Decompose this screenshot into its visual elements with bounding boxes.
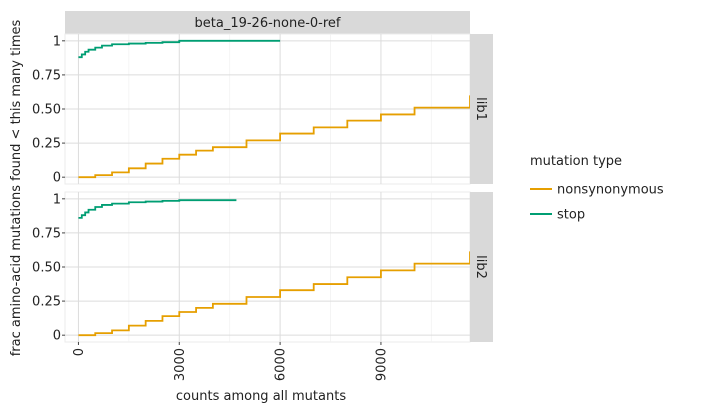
panel-lib1: 0 0.25 0.50 0.75 1 lib1 xyxy=(32,33,493,186)
legend-label-stop: stop xyxy=(557,208,585,223)
series-line-stop xyxy=(78,199,237,219)
y-tick-label: 1 xyxy=(53,34,61,49)
row-strip-label: lib2 xyxy=(473,255,488,279)
series-line-stop xyxy=(78,39,281,59)
x-tick-label: 6000 xyxy=(274,348,289,381)
x-tick-label: 3000 xyxy=(173,348,188,381)
y-tick-label: 0.75 xyxy=(32,226,61,241)
y-tick-label: 0.25 xyxy=(32,137,61,152)
x-tick-label: 0 xyxy=(72,348,87,356)
x-tick-label: 9000 xyxy=(374,348,389,381)
legend: mutation type nonsynonymous stop xyxy=(530,154,664,223)
y-tick-label: 0 xyxy=(53,329,61,344)
y-tick-label: 0 xyxy=(53,171,61,186)
row-strip-label: lib1 xyxy=(473,97,488,121)
legend-label-nonsynonymous: nonsynonymous xyxy=(557,183,664,198)
legend-entries: nonsynonymous stop xyxy=(530,183,664,223)
row-strip xyxy=(470,192,493,342)
series-line-nonsynonymous xyxy=(78,95,471,179)
x-axis-title: counts among all mutants xyxy=(176,389,346,404)
y-tick-label: 0.75 xyxy=(32,68,61,83)
panels: 0 0.25 0.50 0.75 1 lib1 0 0.25 0.50 0.75 1 lib2 0 300… xyxy=(32,33,493,381)
y-tick-label: 0.50 xyxy=(32,103,61,118)
y-axis-title: frac amino-acid mutations found < this m… xyxy=(9,20,24,357)
column-strip-label: beta_19-26-none-0-ref xyxy=(195,16,341,31)
series-line-nonsynonymous xyxy=(78,251,471,337)
row-strip xyxy=(470,34,493,184)
legend-title: mutation type xyxy=(530,154,622,169)
column-strip xyxy=(65,11,470,34)
y-tick-label: 0.25 xyxy=(32,295,61,310)
panel-lib2: 0 0.25 0.50 0.75 1 lib2 xyxy=(32,191,493,344)
y-tick-label: 0.50 xyxy=(32,261,61,276)
y-tick-label: 1 xyxy=(53,192,61,207)
